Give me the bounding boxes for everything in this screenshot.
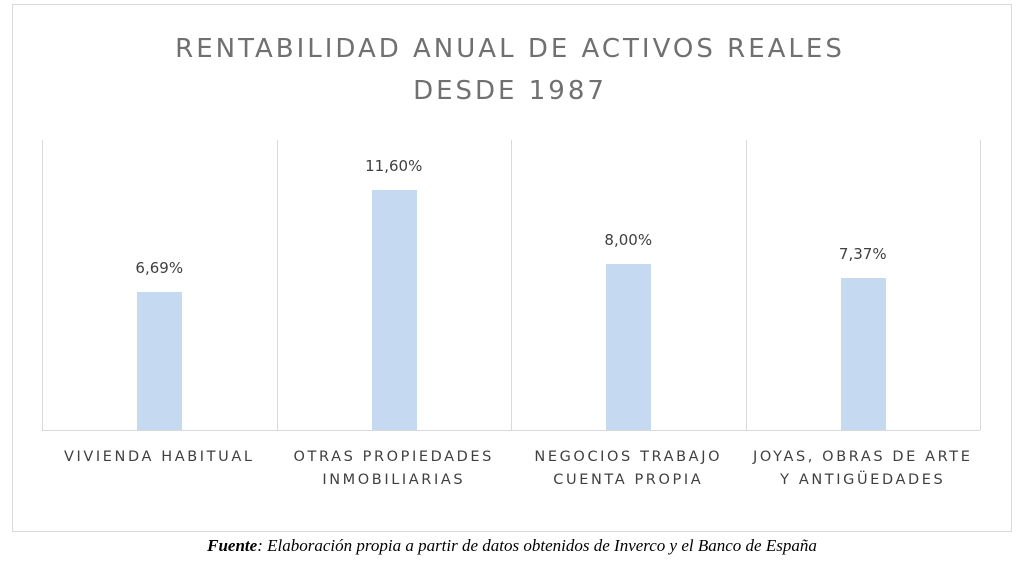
source-label: Fuente [207,536,258,555]
category-separator [511,140,512,430]
data-label: 11,60% [365,157,423,175]
data-label: 6,69% [135,258,184,277]
baseline [42,430,980,431]
x-tick-label: OTRAS PROPIEDADES INMOBILIARIAS [293,449,494,488]
category-separator [745,140,747,430]
category-separator [42,140,43,430]
category-separator [980,140,981,430]
bar [840,277,886,430]
x-tick-label: VIVIENDA HABITUAL [63,449,255,465]
chart-title: RENTABILIDAD ANUAL DE ACTIVOS REALES DES… [175,34,845,106]
data-label: 8,00% [604,231,653,250]
x-tick-label: JOYAS, OBRAS DE ARTE Y ANTIGÜEDADES [753,449,973,488]
chart-frame [12,4,1012,532]
category-separator [276,140,278,430]
source-text: : Elaboración propia a partir de datos o… [257,536,817,555]
bar [137,291,183,430]
bar [606,264,652,430]
source-note: Fuente: Elaboración propia a partir de d… [0,536,1024,556]
bar [371,190,417,430]
data-label: 7,37% [838,244,887,263]
x-tick-label: NEGOCIOS TRABAJO CUENTA PROPIA [534,449,723,488]
